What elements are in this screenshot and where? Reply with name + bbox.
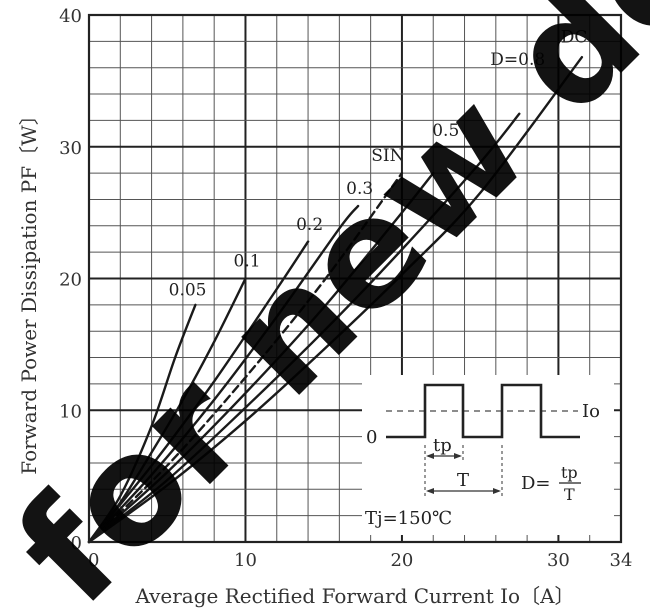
curve-label: 0.2 xyxy=(296,215,323,235)
pulse-waveform xyxy=(386,383,580,439)
curve-sin xyxy=(87,171,404,544)
curve-label: 0.1 xyxy=(234,252,261,272)
tp-arrowhead-left xyxy=(426,453,434,459)
y-tick-label: 20 xyxy=(59,270,82,291)
tp-arrowhead-right xyxy=(454,453,462,459)
curves xyxy=(87,56,584,544)
tick-labels: 0 10 20 30 34 0 10 20 30 40 xyxy=(59,6,632,571)
pulse-waveform-inset: Io 0 tp T D= tp T Tj=150℃ xyxy=(362,375,614,535)
x-tick-label: 34 xyxy=(610,550,633,571)
curve-label: SIN xyxy=(371,146,404,166)
duty-formula-denominator: T xyxy=(564,485,575,504)
curve-label: 0.3 xyxy=(346,179,373,199)
curve-dc xyxy=(87,56,584,544)
y-tick-label: 10 xyxy=(59,401,82,422)
plot-frame xyxy=(87,13,623,544)
duty-formula-label: D= xyxy=(521,473,551,494)
curve-label: D=0.8 xyxy=(490,50,545,70)
junction-temperature-label: Tj=150℃ xyxy=(365,508,452,529)
inset-background xyxy=(362,375,614,535)
y-axis-title: Forward Power Dissipation PF〔W〕 xyxy=(17,105,41,474)
curve-0-3 xyxy=(87,204,360,544)
x-tick-label: 0 xyxy=(88,550,99,571)
t-arrowhead-right xyxy=(493,488,501,494)
duty-formula-numerator: tp xyxy=(561,463,578,482)
curve-label: 0.5 xyxy=(432,121,459,141)
x-tick-label: 10 xyxy=(234,550,257,571)
x-tick-label: 20 xyxy=(390,550,413,571)
curve-d-0-8 xyxy=(87,112,521,544)
tp-label: tp xyxy=(433,435,452,456)
io-label: Io xyxy=(582,401,600,422)
y-tick-label: 30 xyxy=(59,138,82,159)
curve-label: DC xyxy=(561,28,588,48)
t-arrowhead-left xyxy=(426,488,434,494)
x-tick-label: 30 xyxy=(547,550,570,571)
t-label: T xyxy=(457,470,469,491)
y-tick-label: 0 xyxy=(71,533,82,554)
curve-labels: 0.05 0.1 0.2 0.3 SIN 0.5 D=0.8 DC xyxy=(169,28,588,301)
zero-level-label: 0 xyxy=(366,427,377,448)
curve-label: 0.05 xyxy=(169,281,207,301)
x-axis-title: Average Rectified Forward Current Io〔A〕 xyxy=(134,584,574,608)
y-tick-label: 40 xyxy=(59,6,82,27)
curve-0-5 xyxy=(87,171,435,544)
curve-0-05 xyxy=(87,303,197,544)
curve-0-2 xyxy=(87,240,310,544)
